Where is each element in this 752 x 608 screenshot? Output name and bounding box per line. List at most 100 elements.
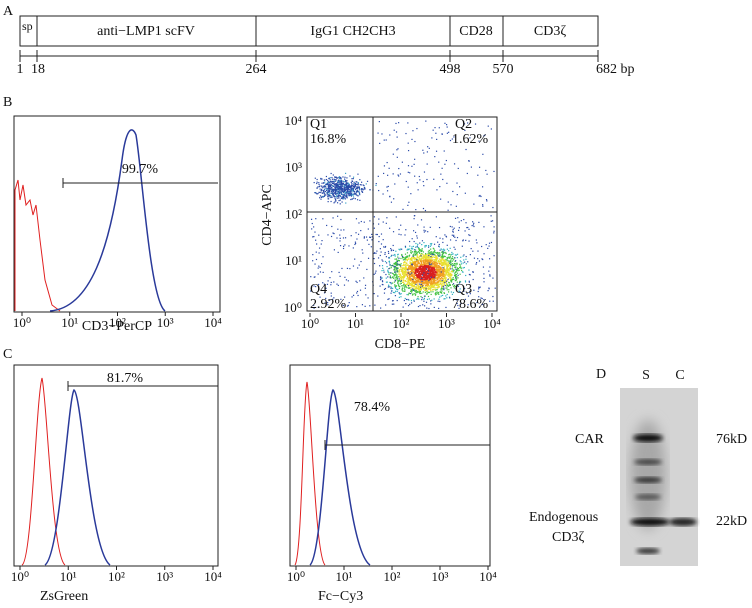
dot	[436, 278, 437, 279]
dot	[458, 275, 459, 276]
dot	[418, 257, 419, 258]
dot	[311, 228, 312, 229]
dot	[493, 255, 494, 256]
dot	[411, 259, 412, 260]
dot	[355, 243, 356, 244]
dot	[338, 197, 339, 198]
dot	[425, 230, 426, 231]
dot	[433, 130, 434, 131]
dot	[332, 190, 333, 191]
dot	[479, 167, 480, 168]
dot	[443, 287, 444, 288]
dot	[442, 255, 443, 256]
dot	[418, 306, 419, 307]
dot	[426, 258, 427, 259]
dot	[410, 193, 411, 194]
dot	[443, 282, 444, 283]
dot	[416, 259, 417, 260]
dot	[368, 258, 369, 259]
dot	[400, 274, 401, 275]
dot	[430, 287, 431, 288]
dot	[402, 162, 403, 163]
dot	[483, 278, 484, 279]
dot	[433, 179, 434, 180]
dot	[316, 259, 317, 260]
y-tick-label: 10⁰	[284, 300, 302, 315]
dot	[447, 275, 448, 276]
dot	[415, 269, 416, 270]
dot	[438, 299, 439, 300]
dot	[397, 137, 398, 138]
dot	[355, 281, 356, 282]
dot	[492, 296, 493, 297]
dot	[443, 252, 444, 253]
dot	[434, 254, 435, 255]
dot	[396, 268, 397, 269]
dot	[434, 298, 435, 299]
dot	[346, 183, 347, 184]
x-tick-label: 10²	[384, 569, 401, 584]
dot-cloud	[310, 121, 496, 310]
dot	[447, 279, 448, 280]
dot	[431, 294, 432, 295]
dot	[412, 288, 413, 289]
dot	[431, 300, 432, 301]
control-curve	[295, 382, 325, 565]
dot	[333, 179, 334, 180]
dot	[487, 248, 488, 249]
dot	[399, 278, 400, 279]
dot	[348, 195, 349, 196]
dot	[356, 181, 357, 182]
dot	[435, 293, 436, 294]
dot	[390, 277, 391, 278]
dot	[395, 287, 396, 288]
dot	[482, 206, 483, 207]
dot	[473, 223, 474, 224]
dot	[382, 280, 383, 281]
dot	[453, 229, 454, 230]
dot	[408, 165, 409, 166]
dot	[335, 192, 336, 193]
dot	[425, 121, 426, 122]
dot	[409, 275, 410, 276]
dot	[438, 162, 439, 163]
dot	[438, 253, 439, 254]
dot	[396, 216, 397, 217]
dot	[417, 257, 418, 258]
dot	[339, 177, 340, 178]
dot	[400, 258, 401, 259]
dot	[410, 263, 411, 264]
quadrant-percent: 16.8%	[310, 132, 347, 147]
dot	[435, 265, 436, 266]
dot	[316, 243, 317, 244]
dot	[440, 269, 441, 270]
dot	[358, 222, 359, 223]
scale-label: 264	[246, 62, 267, 77]
dot	[395, 280, 396, 281]
lane-label: C	[675, 368, 684, 383]
dot	[352, 188, 353, 189]
dot	[422, 150, 423, 151]
dot	[335, 191, 336, 192]
dot	[399, 271, 400, 272]
y-tick-label: 10³	[285, 160, 302, 175]
dot	[486, 199, 487, 200]
dot	[400, 234, 401, 235]
dot	[442, 168, 443, 169]
dot	[336, 237, 337, 238]
dot	[399, 297, 400, 298]
dot	[401, 269, 402, 270]
dot	[394, 275, 395, 276]
dot	[439, 186, 440, 187]
dot	[418, 299, 419, 300]
dot	[356, 238, 357, 239]
dot	[493, 171, 494, 172]
scale-label: 1	[17, 62, 24, 77]
dot	[401, 278, 402, 279]
dot	[426, 245, 427, 246]
dot	[445, 256, 446, 257]
dot	[421, 278, 422, 279]
dot	[433, 254, 434, 255]
dot	[340, 189, 341, 190]
dot	[344, 285, 345, 286]
